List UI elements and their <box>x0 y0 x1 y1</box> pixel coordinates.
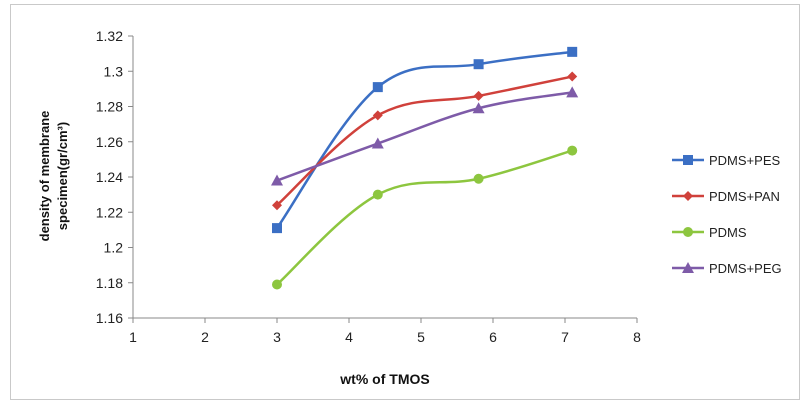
data-point-pdms-pan <box>473 90 484 101</box>
x-tick-label: 5 <box>417 329 425 345</box>
y-axis-label-line2: specimen(gr/cm³) <box>55 122 70 230</box>
x-tick-label: 1 <box>129 329 137 345</box>
series-line-pdms-peg <box>276 91 573 182</box>
x-tick-label: 4 <box>345 329 353 345</box>
x-axis-label: wt% of TMOS <box>339 371 429 387</box>
x-tick-label: 6 <box>489 329 497 345</box>
chart-frame <box>10 4 800 400</box>
y-axis-label-line1: density of membrane <box>37 111 52 242</box>
legend-label-pdms-pes: PDMS+PES <box>709 153 780 168</box>
legend-label-pdms-pan: PDMS+PAN <box>709 189 780 204</box>
legend: PDMS+PES PDMS+PAN PDMS PDMS+PEG <box>672 153 782 276</box>
legend-marker-pdms-peg <box>682 262 694 273</box>
series-line-pdms-pan <box>276 75 573 207</box>
data-point-pdms <box>473 173 484 184</box>
data-point-pdms-peg <box>566 86 579 98</box>
data-point-pdms <box>567 145 578 156</box>
data-point-pdms-pes <box>372 82 383 93</box>
x-tick-label: 3 <box>273 329 281 345</box>
y-tick-label: 1.22 <box>96 204 123 220</box>
series-line-pdms <box>276 149 573 286</box>
y-tick-label: 1.24 <box>96 169 123 185</box>
y-tick-label: 1.3 <box>104 63 124 79</box>
y-tick-label: 1.28 <box>96 99 123 115</box>
y-tick-label: 1.16 <box>96 310 123 326</box>
data-point-pdms-pan <box>272 200 282 211</box>
legend-marker-pdms-pes <box>683 155 693 165</box>
series-markers <box>271 46 579 290</box>
data-point-pdms-pan <box>372 110 383 121</box>
y-axis-ticks: 1.16 1.18 1.2 1.22 1.24 1.26 1.28 1.3 1.32 <box>96 28 133 326</box>
data-point-pdms-peg <box>271 174 283 186</box>
data-point-pdms-peg <box>472 102 485 114</box>
y-tick-label: 1.32 <box>96 28 123 44</box>
y-tick-label: 1.18 <box>96 275 123 291</box>
y-tick-label: 1.2 <box>104 240 124 256</box>
data-point-pdms-peg <box>371 137 384 149</box>
x-tick-label: 2 <box>201 329 209 345</box>
y-tick-label: 1.26 <box>96 134 123 150</box>
series-line-pdms-pes <box>275 50 573 229</box>
data-point-pdms <box>272 279 282 290</box>
x-tick-label: 7 <box>561 329 569 345</box>
legend-marker-pdms-pan <box>683 191 693 201</box>
data-point-pdms <box>372 189 383 200</box>
data-point-pdms-pes <box>473 59 484 70</box>
legend-label-pdms: PDMS <box>709 225 747 240</box>
legend-label-pdms-peg: PDMS+PEG <box>709 261 782 276</box>
data-point-pdms-pes <box>567 46 578 57</box>
data-point-pdms-pes <box>272 223 282 234</box>
x-axis-ticks: 1 2 3 4 5 6 7 8 <box>129 318 641 345</box>
series-lines <box>275 50 573 286</box>
data-point-pdms-pan <box>567 71 578 82</box>
x-tick-label: 8 <box>633 329 641 345</box>
legend-marker-pdms <box>683 227 693 237</box>
